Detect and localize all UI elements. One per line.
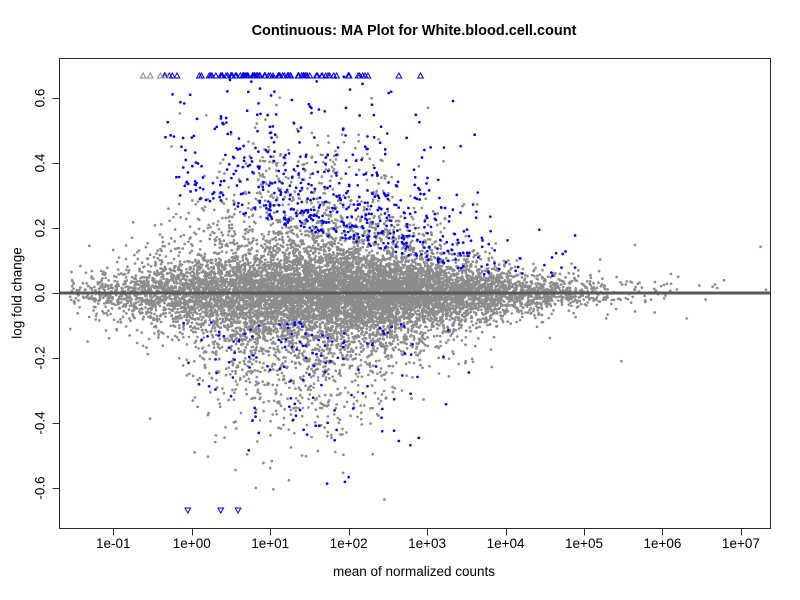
x-tick-label: 1e+05 (565, 536, 603, 551)
y-tick-label: -0.2 (32, 346, 48, 370)
y-tick-label: 0.4 (32, 153, 48, 173)
x-tick-label: 1e+03 (408, 536, 447, 551)
chart-title: Continuous: MA Plot for White.blood.cell… (251, 23, 577, 39)
y-tick-label: -0.4 (32, 411, 48, 435)
x-tick-label: 1e-01 (96, 536, 131, 551)
y-tick-label: -0.6 (32, 476, 48, 500)
x-tick-label: 1e+04 (486, 536, 525, 551)
x-tick-label: 1e+07 (721, 536, 760, 551)
x-tick-label: 1e+06 (643, 536, 682, 551)
x-axis-title: mean of normalized counts (332, 564, 496, 579)
y-tick-label: 0.2 (32, 218, 48, 238)
y-tick-label: 0.6 (32, 88, 48, 108)
y-axis-title: log fold change (9, 247, 25, 339)
x-tick-label: 1e+01 (251, 536, 290, 551)
x-tick-label: 1e+02 (329, 536, 368, 551)
x-tick-label: 1e+00 (172, 536, 211, 551)
y-tick-label: 0.0 (32, 283, 48, 303)
